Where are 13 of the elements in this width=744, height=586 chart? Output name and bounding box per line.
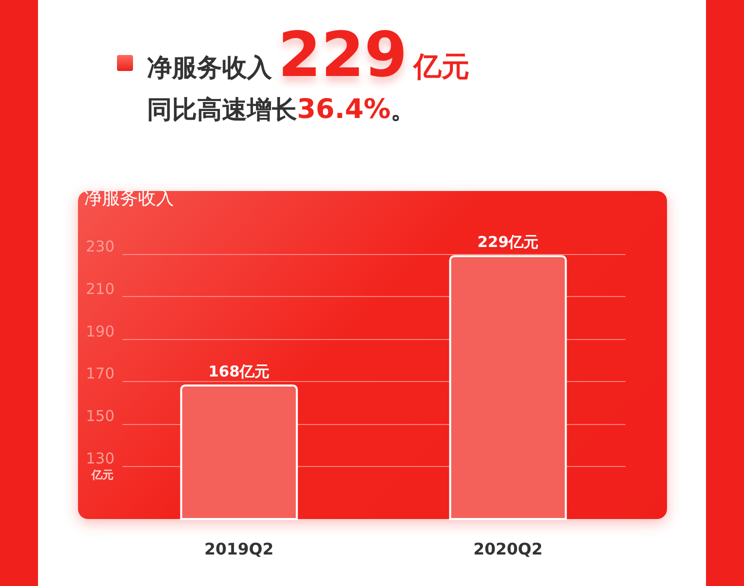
y-axis-title: 亿元 <box>90 468 114 482</box>
data-label: 168亿元 <box>208 362 270 380</box>
y-tick-label: 170 <box>86 364 114 383</box>
x-tick-label: 2019Q2 <box>204 540 274 558</box>
y-tick-label: 230 <box>86 238 114 256</box>
y-tick-label: 150 <box>86 407 114 426</box>
y-tick-label: 190 <box>86 322 114 340</box>
y-tick-label: 210 <box>86 280 114 298</box>
legend-title: 净服务收入 <box>84 188 174 210</box>
x-tick-label: 2020Q2 <box>473 540 543 558</box>
chart-subtitle: 同比高速增长36.4%。 <box>147 94 416 125</box>
data-label: 229亿元 <box>477 233 539 252</box>
y-tick-label: 130 <box>86 450 114 468</box>
